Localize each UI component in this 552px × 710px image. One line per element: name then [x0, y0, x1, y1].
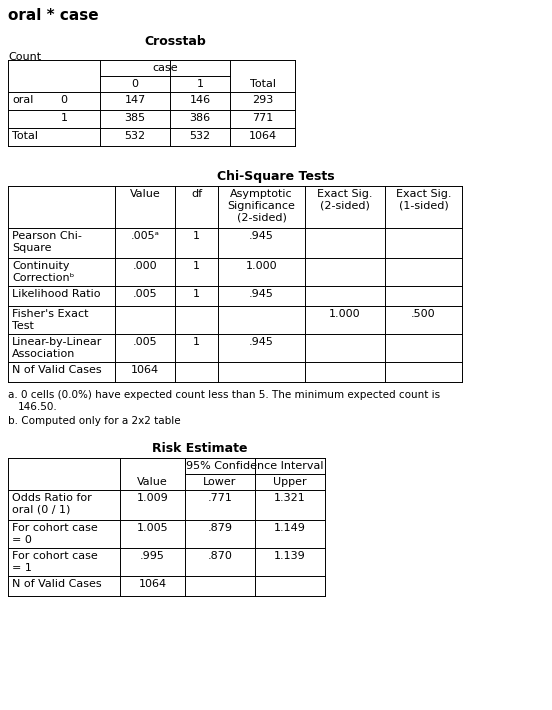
Text: Pearson Chi-
Square: Pearson Chi- Square	[12, 231, 82, 253]
Text: .870: .870	[208, 551, 232, 561]
Text: oral * case: oral * case	[8, 8, 99, 23]
Text: .945: .945	[249, 289, 274, 299]
Text: .945: .945	[249, 337, 274, 347]
Text: Chi-Square Tests: Chi-Square Tests	[217, 170, 335, 183]
Text: Linear-by-Linear
Association: Linear-by-Linear Association	[12, 337, 102, 359]
Text: .000: .000	[132, 261, 157, 271]
Text: Upper: Upper	[273, 477, 307, 487]
Text: Exact Sig.
(1-sided): Exact Sig. (1-sided)	[396, 189, 451, 211]
Text: Asymptotic
Significance
(2-sided): Asymptotic Significance (2-sided)	[227, 189, 295, 222]
Text: 146: 146	[189, 95, 210, 105]
Text: 293: 293	[252, 95, 273, 105]
Text: 1: 1	[193, 231, 200, 241]
Text: 147: 147	[124, 95, 146, 105]
Text: Odds Ratio for
oral (0 / 1): Odds Ratio for oral (0 / 1)	[12, 493, 92, 515]
Text: Count: Count	[8, 52, 41, 62]
Text: 0: 0	[61, 95, 67, 105]
Text: oral: oral	[12, 95, 33, 105]
Text: Lower: Lower	[203, 477, 237, 487]
Text: 1.009: 1.009	[137, 493, 168, 503]
Text: Total: Total	[12, 131, 38, 141]
Text: 1: 1	[197, 79, 204, 89]
Text: Value: Value	[137, 477, 168, 487]
Text: Value: Value	[130, 189, 161, 199]
Text: Exact Sig.
(2-sided): Exact Sig. (2-sided)	[317, 189, 373, 211]
Text: 0: 0	[131, 79, 139, 89]
Text: 1.000: 1.000	[329, 309, 361, 319]
Text: df: df	[191, 189, 202, 199]
Text: 1.139: 1.139	[274, 551, 306, 561]
Text: 1064: 1064	[248, 131, 277, 141]
Text: For cohort case
= 0: For cohort case = 0	[12, 523, 98, 545]
Text: 1: 1	[61, 113, 67, 123]
Text: 1064: 1064	[139, 579, 167, 589]
Text: Continuity
Correctionᵇ: Continuity Correctionᵇ	[12, 261, 75, 283]
Text: .005: .005	[132, 289, 157, 299]
Text: b. Computed only for a 2x2 table: b. Computed only for a 2x2 table	[8, 416, 181, 426]
Text: a. 0 cells (0.0%) have expected count less than 5. The minimum expected count is: a. 0 cells (0.0%) have expected count le…	[8, 390, 440, 400]
Text: 1.321: 1.321	[274, 493, 306, 503]
Text: Fisher's Exact
Test: Fisher's Exact Test	[12, 309, 88, 331]
Text: .879: .879	[208, 523, 232, 533]
Text: 1.005: 1.005	[137, 523, 168, 533]
Text: N of Valid Cases: N of Valid Cases	[12, 365, 102, 375]
Text: 386: 386	[189, 113, 210, 123]
Text: 1.000: 1.000	[246, 261, 277, 271]
Text: 532: 532	[124, 131, 146, 141]
Text: .500: .500	[411, 309, 436, 319]
Text: 95% Confidence Interval: 95% Confidence Interval	[186, 461, 324, 471]
Text: Likelihood Ratio: Likelihood Ratio	[12, 289, 100, 299]
Text: Total: Total	[250, 79, 275, 89]
Text: .945: .945	[249, 231, 274, 241]
Text: 1064: 1064	[131, 365, 159, 375]
Text: .005ᵃ: .005ᵃ	[130, 231, 160, 241]
Text: For cohort case
= 1: For cohort case = 1	[12, 551, 98, 572]
Text: N of Valid Cases: N of Valid Cases	[12, 579, 102, 589]
Text: 1: 1	[193, 261, 200, 271]
Text: 1.149: 1.149	[274, 523, 306, 533]
Text: case: case	[152, 63, 178, 73]
Text: 146.50.: 146.50.	[18, 402, 58, 412]
Text: Crosstab: Crosstab	[144, 35, 206, 48]
Text: .995: .995	[140, 551, 165, 561]
Text: 385: 385	[124, 113, 146, 123]
Text: .005: .005	[132, 337, 157, 347]
Text: 532: 532	[189, 131, 210, 141]
Text: 771: 771	[252, 113, 273, 123]
Text: 1: 1	[193, 289, 200, 299]
Text: 1: 1	[193, 337, 200, 347]
Text: .771: .771	[208, 493, 232, 503]
Text: Risk Estimate: Risk Estimate	[152, 442, 248, 455]
